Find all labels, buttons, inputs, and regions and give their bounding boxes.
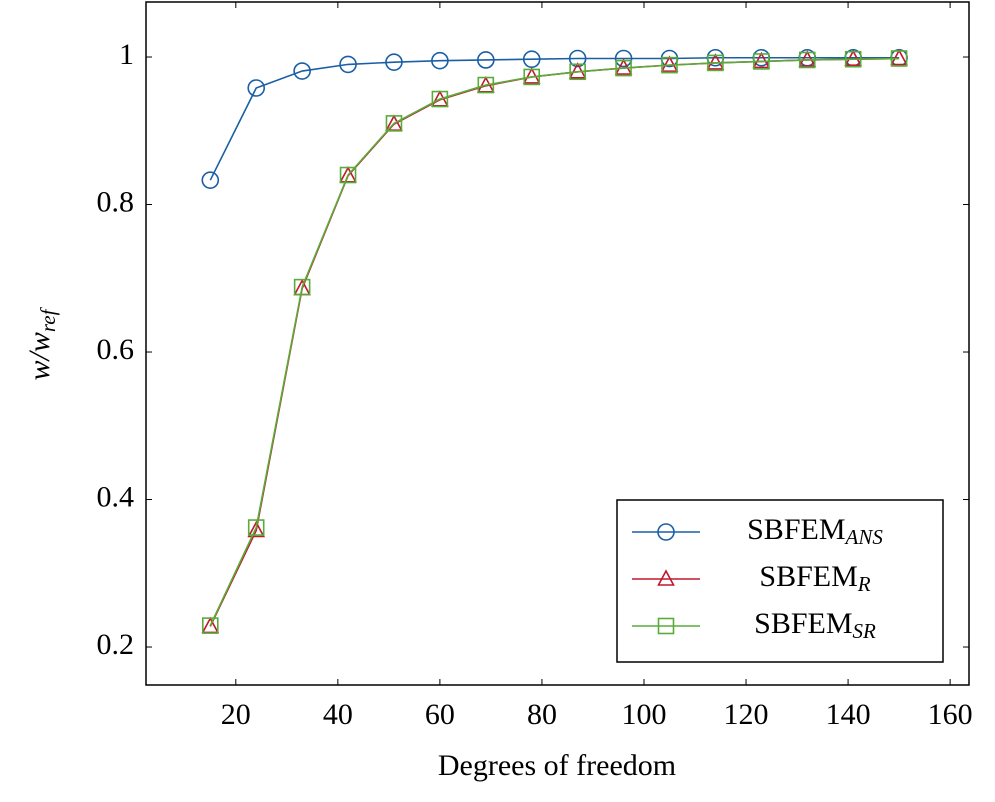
series-line xyxy=(209,56,900,181)
marker xyxy=(615,59,632,77)
x-tick-label: 60 xyxy=(425,698,455,731)
legend-label-subscript: SR xyxy=(853,619,877,643)
marker xyxy=(247,79,266,97)
marker xyxy=(660,55,679,72)
marker xyxy=(661,56,678,74)
legend-label-main: SBFEM xyxy=(759,560,857,593)
marker xyxy=(201,617,219,634)
y-tick-label: 1 xyxy=(119,38,134,71)
x-tick-label: 120 xyxy=(724,698,769,731)
marker xyxy=(339,166,357,184)
marker xyxy=(753,53,770,70)
marker xyxy=(752,51,771,69)
marker xyxy=(522,50,541,69)
y-tick-label: 0.8 xyxy=(97,185,135,218)
marker xyxy=(431,51,449,70)
marker xyxy=(707,54,724,72)
legend-label-main: SBFEM xyxy=(754,607,852,640)
marker xyxy=(477,76,495,94)
marker xyxy=(568,49,587,68)
marker xyxy=(201,171,220,189)
plot-frame xyxy=(145,1,970,686)
y-axis-label-main: w/w xyxy=(23,332,56,380)
marker xyxy=(798,51,816,69)
x-tick-label: 140 xyxy=(826,698,871,731)
x-tick-label: 40 xyxy=(323,698,353,731)
marker xyxy=(523,68,541,86)
marker xyxy=(477,51,495,69)
legend-marker xyxy=(657,569,675,586)
marker xyxy=(293,62,311,80)
x-tick-label: 20 xyxy=(221,698,251,731)
y-tick-label: 0.6 xyxy=(97,333,135,366)
y-tick-label: 0.4 xyxy=(97,480,135,513)
legend-marker xyxy=(657,523,675,541)
legend-label: SBFEMR xyxy=(759,560,870,596)
marker xyxy=(890,50,908,67)
legend-label-subscript: R xyxy=(857,572,871,596)
x-tick-label: 160 xyxy=(928,698,973,731)
x-tick-label: 80 xyxy=(527,698,557,731)
marker xyxy=(293,278,311,296)
marker xyxy=(706,53,725,70)
marker xyxy=(431,90,449,108)
legend-label: SBFEMANS xyxy=(747,513,883,549)
marker xyxy=(569,63,586,81)
marker xyxy=(798,50,817,67)
y-tick-label: 0.2 xyxy=(97,628,135,661)
marker xyxy=(339,55,357,74)
marker xyxy=(614,49,633,68)
marker xyxy=(247,520,266,538)
marker xyxy=(385,53,403,71)
legend-marker xyxy=(657,617,675,635)
y-axis-label: w/wref xyxy=(23,306,60,380)
marker xyxy=(844,49,863,67)
marker xyxy=(247,519,265,536)
legend-label-main: SBFEM xyxy=(747,513,845,546)
marker xyxy=(890,48,908,66)
x-tick-label: 100 xyxy=(621,698,666,731)
y-axis-label-subscript: ref xyxy=(36,306,60,332)
marker xyxy=(385,115,403,132)
x-axis-label: Degrees of freedom xyxy=(438,749,676,782)
legend-label: SBFEMSR xyxy=(754,607,876,643)
series-line xyxy=(209,57,900,626)
legend-label-subscript: ANS xyxy=(844,525,884,549)
marker xyxy=(844,50,862,68)
